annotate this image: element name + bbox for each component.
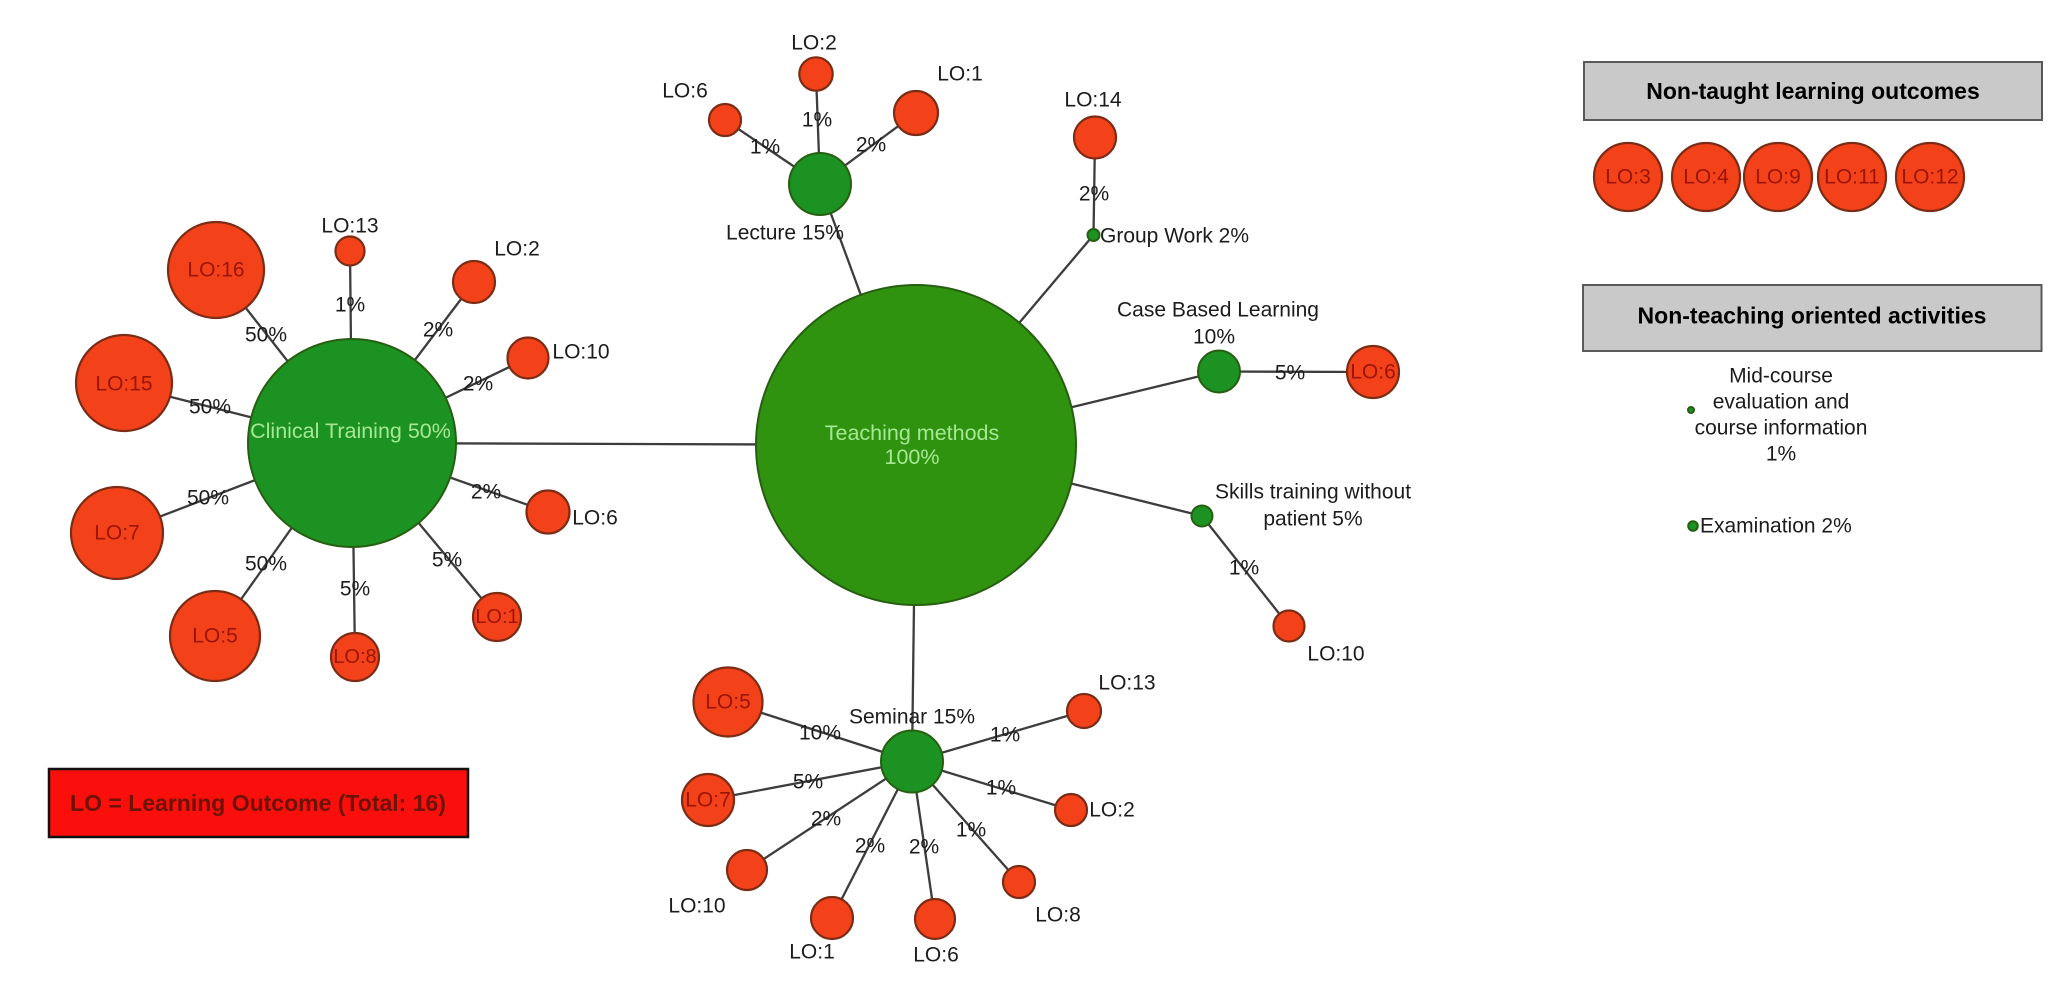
svg-text:course information: course information [1695,417,1868,440]
svg-text:1%: 1% [750,136,780,159]
svg-text:Lecture 15%: Lecture 15% [726,222,844,245]
svg-text:5%: 5% [793,771,823,794]
svg-text:Examination 2%: Examination 2% [1700,515,1852,538]
svg-text:2%: 2% [1079,183,1109,206]
svg-text:2%: 2% [471,481,501,504]
svg-text:LO:7: LO:7 [94,522,140,545]
svg-text:10%: 10% [799,722,841,745]
svg-text:50%: 50% [189,396,231,419]
svg-text:Non-teaching oriented activiti: Non-teaching oriented activities [1638,303,1987,329]
svg-text:1%: 1% [335,294,365,317]
svg-text:LO:5: LO:5 [705,691,751,714]
svg-text:LO:1: LO:1 [789,941,835,964]
svg-text:LO:5: LO:5 [192,625,238,648]
svg-text:evaluation and: evaluation and [1713,391,1850,414]
svg-text:LO:15: LO:15 [95,373,152,396]
svg-text:1%: 1% [1229,557,1259,580]
svg-text:LO:2: LO:2 [494,238,540,261]
svg-text:LO:6: LO:6 [913,944,959,967]
svg-text:2%: 2% [811,808,841,831]
svg-text:LO:9: LO:9 [1755,166,1801,189]
svg-text:Case Based Learning: Case Based Learning [1117,299,1319,322]
svg-text:2%: 2% [909,836,939,859]
svg-text:2%: 2% [856,134,886,157]
svg-text:LO:1: LO:1 [937,63,983,86]
svg-text:LO:8: LO:8 [333,646,376,668]
svg-text:LO:13: LO:13 [321,215,378,238]
svg-text:LO:12: LO:12 [1901,166,1958,189]
svg-text:LO:6: LO:6 [1350,361,1396,384]
svg-text:2%: 2% [463,373,493,396]
svg-text:100%: 100% [885,445,940,469]
svg-text:1%: 1% [990,724,1020,747]
svg-text:LO:13: LO:13 [1098,672,1155,695]
svg-text:LO:4: LO:4 [1683,166,1729,189]
svg-text:LO:3: LO:3 [1605,166,1651,189]
svg-text:LO:2: LO:2 [791,32,837,55]
svg-text:50%: 50% [245,553,287,576]
svg-text:LO = Learning Outcome (Total:: LO = Learning Outcome (Total: 16) [70,790,446,816]
svg-text:Non-taught learning outcomes: Non-taught learning outcomes [1646,78,1980,104]
svg-text:LO:16: LO:16 [187,259,244,282]
svg-text:5%: 5% [1275,362,1305,385]
svg-text:1%: 1% [956,819,986,842]
svg-text:LO:7: LO:7 [685,789,731,812]
svg-text:Skills training without: Skills training without [1215,481,1411,504]
svg-text:LO:10: LO:10 [552,341,609,364]
svg-text:50%: 50% [187,487,229,510]
svg-text:LO:11: LO:11 [1824,166,1880,189]
svg-text:patient 5%: patient 5% [1263,508,1362,531]
svg-text:5%: 5% [340,578,370,601]
svg-text:LO:8: LO:8 [1035,904,1081,927]
svg-text:LO:6: LO:6 [662,80,708,103]
svg-text:Teaching methods: Teaching methods [825,421,1000,445]
svg-text:LO:10: LO:10 [668,895,725,918]
svg-text:1%: 1% [1766,443,1796,466]
svg-text:Clinical Training 50%: Clinical Training 50% [250,419,451,443]
svg-text:Mid-course: Mid-course [1729,365,1833,388]
svg-text:1%: 1% [986,777,1016,800]
svg-text:1%: 1% [802,109,832,132]
svg-text:Group Work 2%: Group Work 2% [1100,225,1249,248]
svg-text:LO:6: LO:6 [572,507,618,530]
svg-text:LO:1: LO:1 [475,606,518,628]
svg-text:LO:14: LO:14 [1064,89,1122,112]
svg-text:LO:2: LO:2 [1089,799,1135,822]
svg-text:Seminar 15%: Seminar 15% [849,706,975,729]
svg-text:5%: 5% [432,549,462,572]
svg-text:50%: 50% [245,324,287,347]
svg-text:2%: 2% [423,319,453,342]
svg-text:10%: 10% [1193,326,1235,349]
svg-text:LO:10: LO:10 [1307,643,1364,666]
svg-text:2%: 2% [855,835,885,858]
